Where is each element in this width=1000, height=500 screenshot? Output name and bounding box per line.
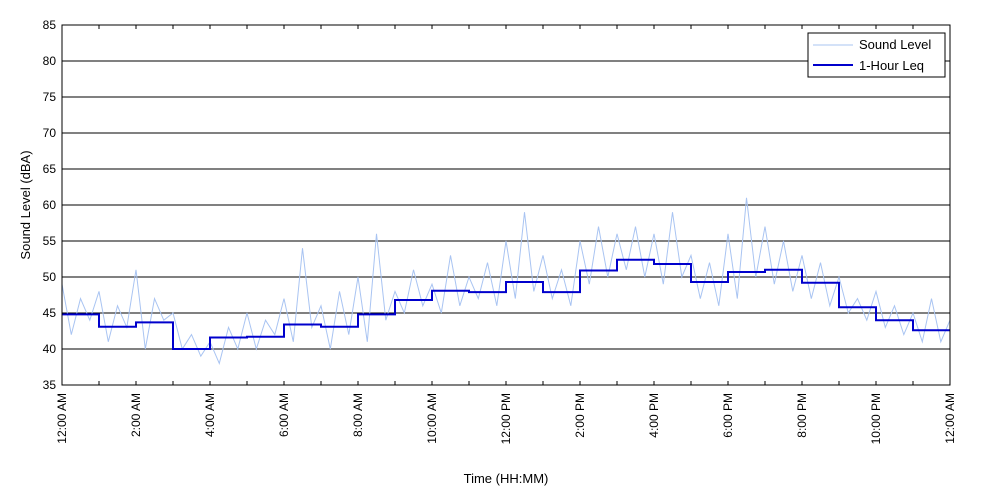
legend-box [807,32,946,78]
series-1-hour-leq [62,258,950,350]
x-tick-labels: 12:00 AM 2:00 AM 4:00 AM 6:00 AM 8:00 AM 10:0… [55,393,957,444]
xtick-label-7: 2:00 PM [573,393,587,438]
xtick-label-2: 4:00 AM [203,393,217,437]
ytick-label-45: 45 [43,306,57,320]
legend-label-sound-level: Sound Level [859,37,931,52]
xtick-label-6: 12:00 PM [499,393,513,444]
ytick-label-35: 35 [43,378,57,392]
ytick-label-70: 70 [43,126,57,140]
ytick-label-85: 85 [43,18,57,32]
ytick-label-50: 50 [43,270,57,284]
xtick-label-0: 12:00 AM [55,393,69,444]
y-axis-title: Sound Level (dBA) [18,150,33,259]
ytick-label-65: 65 [43,162,57,176]
xtick-label-9: 6:00 PM [721,393,735,438]
xtick-label-12: 12:00 AM [943,393,957,444]
y-tick-labels: 35 40 45 50 55 60 65 70 75 80 85 [43,18,57,392]
ytick-label-60: 60 [43,198,57,212]
ytick-label-75: 75 [43,90,57,104]
xtick-label-4: 8:00 AM [351,393,365,437]
ytick-label-80: 80 [43,54,57,68]
xtick-label-10: 8:00 PM [795,393,809,438]
axis-ticks [62,24,950,386]
xtick-label-11: 10:00 PM [869,393,883,444]
xtick-label-1: 2:00 AM [129,393,143,437]
legend: Sound Level 1-Hour Leq [807,32,946,78]
legend-label-leq: 1-Hour Leq [859,58,924,73]
x-axis-title: Time (HH:MM) [464,471,549,486]
plot-area [61,197,951,365]
xtick-label-3: 6:00 AM [277,393,291,437]
ytick-label-55: 55 [43,234,57,248]
xtick-label-5: 10:00 AM [425,393,439,444]
ytick-label-40: 40 [43,342,57,356]
xtick-label-8: 4:00 PM [647,393,661,438]
